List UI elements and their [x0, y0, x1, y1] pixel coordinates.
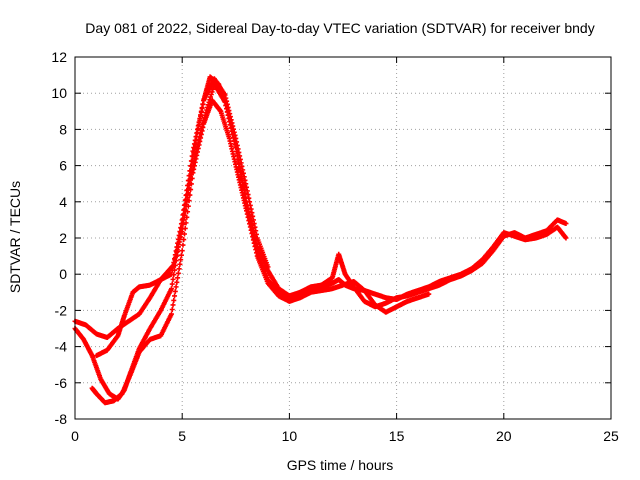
- y-tick-label: 6: [59, 158, 67, 174]
- x-tick-label: 0: [71, 428, 79, 444]
- data-point: [180, 242, 186, 248]
- data-point: [182, 225, 188, 231]
- data-point: [172, 293, 178, 299]
- y-tick-label: -2: [55, 302, 68, 318]
- data-point: [180, 212, 186, 218]
- data-point: [175, 270, 181, 276]
- data-point: [179, 217, 185, 223]
- x-tick-label: 5: [178, 428, 186, 444]
- data-point: [174, 279, 180, 285]
- x-axis-label: GPS time / hours: [287, 457, 394, 473]
- data-point: [168, 311, 174, 317]
- ticks: 0 5 10 15 20 25 -8 -6 -4 -2 0 2 4 6 8 10 12: [51, 49, 619, 444]
- data-point: [426, 291, 432, 297]
- y-tick-label: -6: [55, 375, 68, 391]
- data-point: [170, 302, 176, 308]
- y-tick-label: -4: [55, 339, 68, 355]
- data-point: [181, 231, 187, 237]
- data-point: [177, 261, 183, 267]
- data-point: [181, 202, 187, 208]
- x-tick-label: 15: [389, 428, 405, 444]
- data-point: [173, 284, 179, 290]
- data-point: [168, 286, 174, 292]
- data-point: [179, 248, 185, 254]
- series-track-d: [93, 76, 271, 359]
- x-tick-label: 25: [603, 428, 619, 444]
- data-point: [181, 237, 187, 243]
- y-tick-label: 10: [51, 85, 67, 101]
- data-point: [184, 187, 190, 193]
- data-point: [189, 153, 195, 159]
- x-tick-label: 10: [282, 428, 298, 444]
- data-point: [563, 221, 569, 227]
- data-point: [188, 181, 194, 187]
- data-point: [181, 207, 187, 213]
- data-point: [186, 173, 192, 179]
- data-point: [185, 178, 191, 184]
- x-tick-label: 20: [496, 428, 512, 444]
- data-point: [185, 203, 191, 209]
- data-point: [178, 252, 184, 258]
- data-point: [563, 235, 569, 241]
- data-point: [171, 297, 177, 303]
- y-tick-label: -8: [55, 411, 68, 427]
- y-tick-label: 2: [59, 230, 67, 246]
- chart-title: Day 081 of 2022, Sidereal Day-to-day VTE…: [85, 20, 594, 36]
- data-point: [183, 220, 189, 226]
- data-point: [184, 214, 190, 220]
- y-tick-label: 12: [51, 49, 67, 65]
- y-tick-label: 8: [59, 121, 67, 137]
- series-layer: [72, 74, 569, 406]
- data-point: [169, 306, 175, 312]
- data-point: [265, 264, 271, 270]
- y-tick-label: 0: [59, 266, 67, 282]
- data-point: [182, 197, 188, 203]
- data-point: [188, 187, 194, 193]
- data-point: [169, 281, 175, 287]
- data-point: [187, 168, 193, 174]
- data-point: [185, 209, 191, 215]
- data-point: [188, 163, 194, 169]
- data-point: [172, 288, 178, 294]
- data-point: [189, 175, 195, 181]
- y-tick-label: 4: [59, 194, 67, 210]
- data-point: [170, 276, 176, 282]
- data-point: [183, 192, 189, 198]
- data-point: [175, 275, 181, 281]
- data-point: [176, 266, 182, 272]
- data-point: [188, 158, 194, 164]
- y-axis-label: SDTVAR / TECUs: [7, 181, 23, 293]
- data-point: [178, 257, 184, 263]
- data-point: [185, 183, 191, 189]
